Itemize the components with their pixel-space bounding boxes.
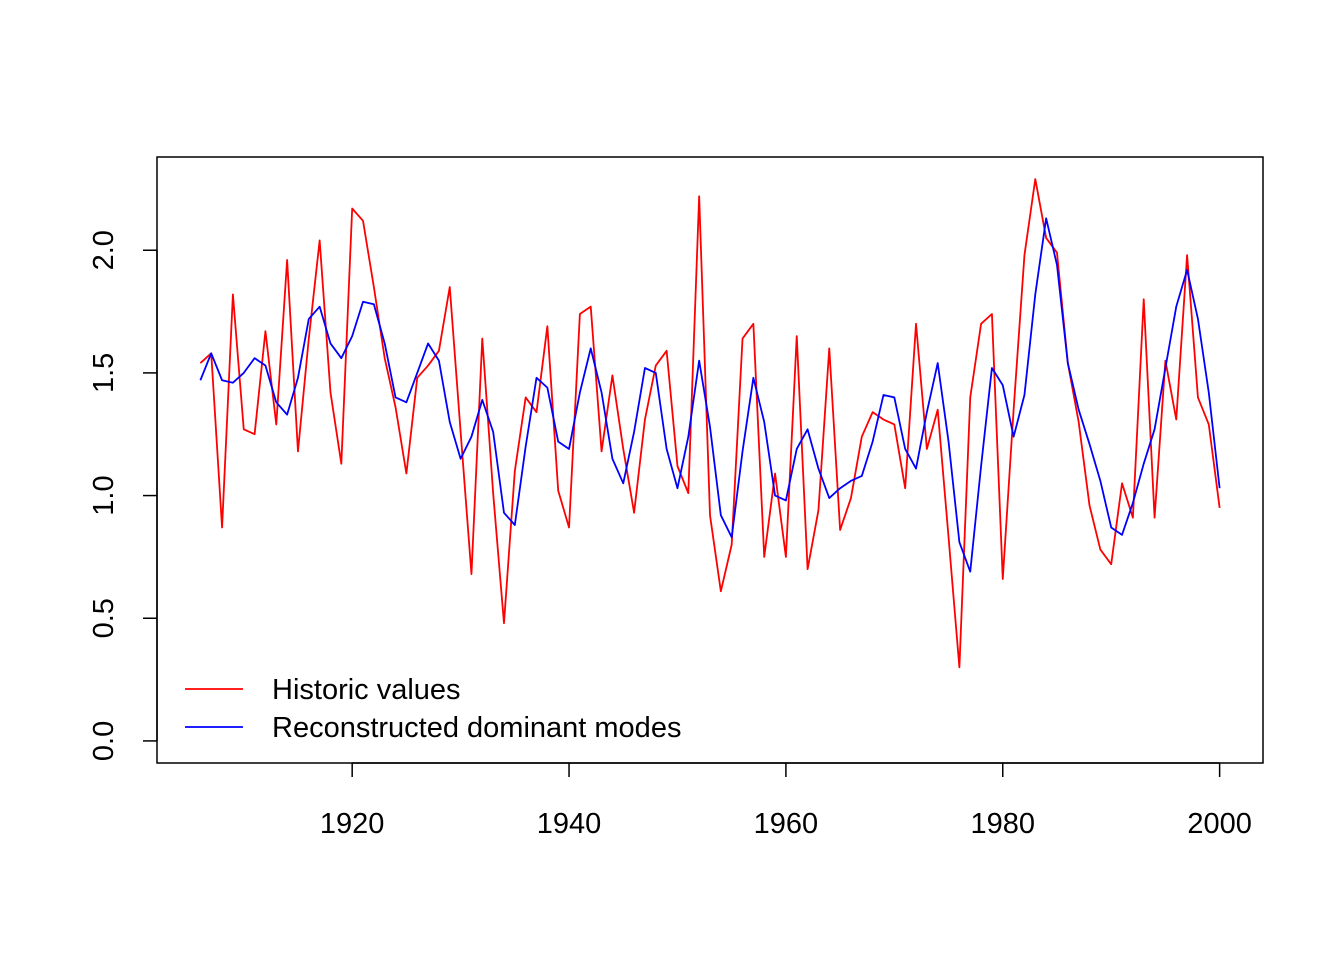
x-tick-label: 1960 [754, 808, 819, 840]
legend: Historic values Reconstructed dominant m… [185, 674, 681, 744]
legend-label-historic: Historic values [272, 674, 461, 706]
y-axis: 0.0 0.5 1.0 1.5 2.0 [88, 230, 158, 761]
y-tick-label: 0.0 [88, 721, 120, 761]
series-layer [199, 178, 1221, 669]
x-tick-label: 1940 [537, 808, 602, 840]
y-tick-label: 2.0 [88, 230, 120, 270]
x-tick-label: 1920 [320, 808, 385, 840]
y-tick-label: 0.5 [88, 598, 120, 638]
y-tick-label: 1.5 [88, 353, 120, 393]
x-axis: 1920 1940 1960 1980 2000 [320, 762, 1252, 840]
y-tick-label: 1.0 [88, 475, 120, 515]
series-line-historic [199, 178, 1221, 669]
legend-label-reconstructed: Reconstructed dominant modes [272, 712, 681, 744]
x-tick-label: 2000 [1187, 808, 1252, 840]
x-tick-label: 1980 [971, 808, 1036, 840]
plot-frame [156, 156, 1264, 764]
series-line-reconstructed [199, 217, 1221, 573]
